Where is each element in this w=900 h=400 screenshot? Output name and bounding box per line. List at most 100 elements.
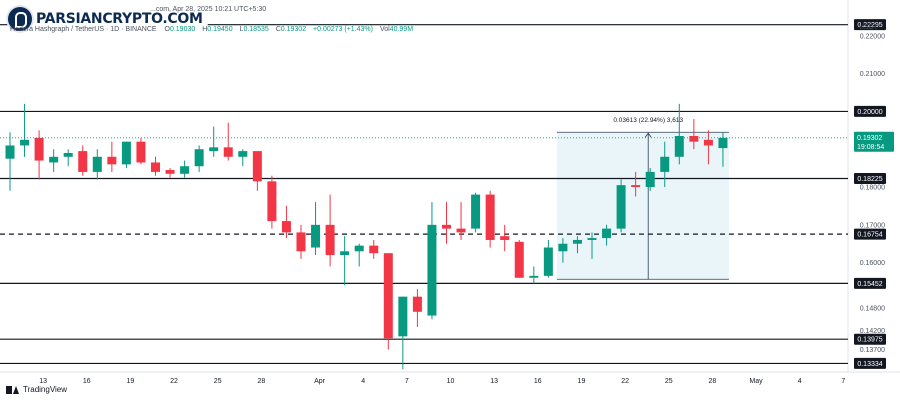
candle-body [34, 137, 44, 161]
candle-body [587, 238, 597, 240]
candle-41 [602, 224, 612, 246]
candle-body [529, 275, 539, 278]
candle-body [107, 156, 117, 165]
ohlc-low-label: L [239, 26, 244, 33]
quote-currency[interactable]: USDT [858, 24, 878, 31]
candle-12 [180, 160, 190, 178]
tradingview-brand[interactable]: TradingView [6, 385, 67, 394]
candle-body [267, 181, 277, 222]
candle-body [558, 243, 568, 252]
candle-10 [151, 156, 160, 176]
candle-body [485, 194, 495, 240]
candle-21 [311, 202, 321, 256]
candle-11 [165, 168, 175, 178]
candle-body [354, 245, 364, 252]
candle-body [311, 224, 321, 248]
candle-body [616, 185, 626, 229]
candle-body [500, 236, 510, 240]
y-tick-label-0: 0.22000 [860, 33, 885, 40]
ohlc-close-label: C [275, 26, 281, 33]
countdown-label: 19:08:54 [857, 144, 884, 151]
x-tick-label-5: 28 [257, 378, 265, 385]
ohlc-open-label: O [164, 26, 170, 33]
candle-body [383, 253, 393, 339]
candle-16 [238, 149, 248, 167]
candle-13 [194, 145, 204, 172]
y-tick-label-7: 0.14200 [860, 328, 885, 335]
chart-header: PARSIANCRYPTO.COM ...com, Apr 28, 2025 1… [6, 4, 846, 40]
logo-text: PARSIANCRYPTO.COM [36, 11, 203, 27]
ohlc-low-value: 0.18535 [243, 26, 269, 33]
candle-36 [529, 266, 539, 284]
candle-48 [703, 130, 713, 165]
ohlc-high-label: H [202, 26, 208, 33]
candle-body [49, 156, 59, 163]
candle-body [660, 156, 670, 172]
candle-44 [645, 168, 655, 191]
candle-14 [209, 126, 219, 157]
candle-5 [78, 145, 88, 176]
level-label-box-3 [854, 228, 886, 240]
candle-39 [572, 236, 582, 254]
candle-2 [34, 130, 44, 180]
x-tick-label-11: 16 [534, 378, 542, 385]
level-label-2: 0.18225 [857, 176, 882, 183]
candle-27 [398, 296, 408, 370]
candle-body [325, 224, 335, 256]
x-tick-label-10: 13 [490, 378, 498, 385]
ohlc-high-value: 0.19450 [207, 26, 233, 33]
candle-body [369, 245, 379, 254]
candle-body [398, 296, 408, 337]
level-label-box-4 [854, 277, 886, 289]
candle-38 [558, 238, 568, 263]
level-label-box-0 [854, 19, 886, 31]
candle-body [543, 247, 553, 276]
x-tick-label-2: 19 [127, 378, 135, 385]
candle-body [151, 162, 160, 172]
candle-45 [660, 141, 670, 188]
y-tick-label-6: 0.14800 [860, 306, 885, 313]
ohlc-legend: Hedera Hashgraph / TetherUS · 1D · BINAN… [10, 26, 418, 33]
candle-body [180, 166, 190, 174]
x-tick-label-13: 22 [621, 378, 629, 385]
level-label-box-6 [854, 357, 886, 369]
candle-15 [223, 122, 233, 161]
candle-body [63, 153, 73, 157]
candle-body [92, 156, 102, 172]
symbol-title: Hedera Hashgraph / TetherUS · 1D · BINAN… [10, 26, 157, 33]
tradingview-label: TradingView [23, 385, 68, 394]
x-tick-label-18: 7 [841, 378, 845, 385]
candle-body [442, 224, 451, 229]
candle-body [427, 224, 437, 316]
candle-body [165, 170, 175, 174]
candle-body [631, 185, 641, 188]
x-tick-label-6: Apr [314, 378, 326, 385]
candle-17 [252, 151, 262, 191]
measure-label: 0.03613 (22.94%) 3,613 [613, 117, 683, 124]
y-tick-label-1: 0.21000 [860, 71, 885, 78]
candle-body [645, 171, 655, 188]
candle-4 [63, 149, 73, 167]
level-label-5: 0.13975 [857, 337, 882, 344]
candle-20 [296, 224, 306, 259]
candle-body [471, 194, 481, 229]
candle-22 [325, 194, 335, 267]
candle-body [252, 151, 262, 182]
candle-43 [631, 171, 641, 197]
candle-42 [616, 179, 626, 233]
candle-body [572, 239, 582, 244]
level-label-box-1 [854, 105, 886, 117]
site-logo: PARSIANCRYPTO.COM [8, 6, 209, 32]
price-change: +0.00273 (+1.43%) [313, 26, 373, 33]
candle-body [689, 135, 699, 142]
level-label-4: 0.15452 [857, 281, 882, 288]
candle-25 [369, 239, 379, 259]
candle-body [223, 147, 233, 157]
y-tick-label-4: 0.17000 [860, 222, 885, 229]
candle-7 [107, 141, 117, 172]
candle-30 [442, 202, 451, 244]
measure-range-box [556, 132, 729, 280]
ohlc-open-value: 0.19030 [169, 26, 196, 33]
